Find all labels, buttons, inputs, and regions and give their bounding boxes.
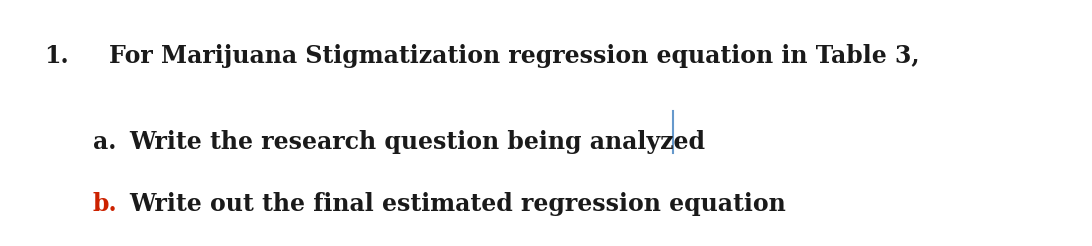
Text: b.: b. (93, 192, 118, 216)
Text: Write the research question being analyzed: Write the research question being analyz… (129, 130, 704, 154)
Text: 1.: 1. (44, 44, 69, 68)
Text: Write out the final estimated regression equation: Write out the final estimated regression… (129, 192, 785, 216)
Text: a.: a. (93, 130, 116, 154)
Text: For Marijuana Stigmatization regression equation in Table 3,: For Marijuana Stigmatization regression … (109, 44, 919, 68)
